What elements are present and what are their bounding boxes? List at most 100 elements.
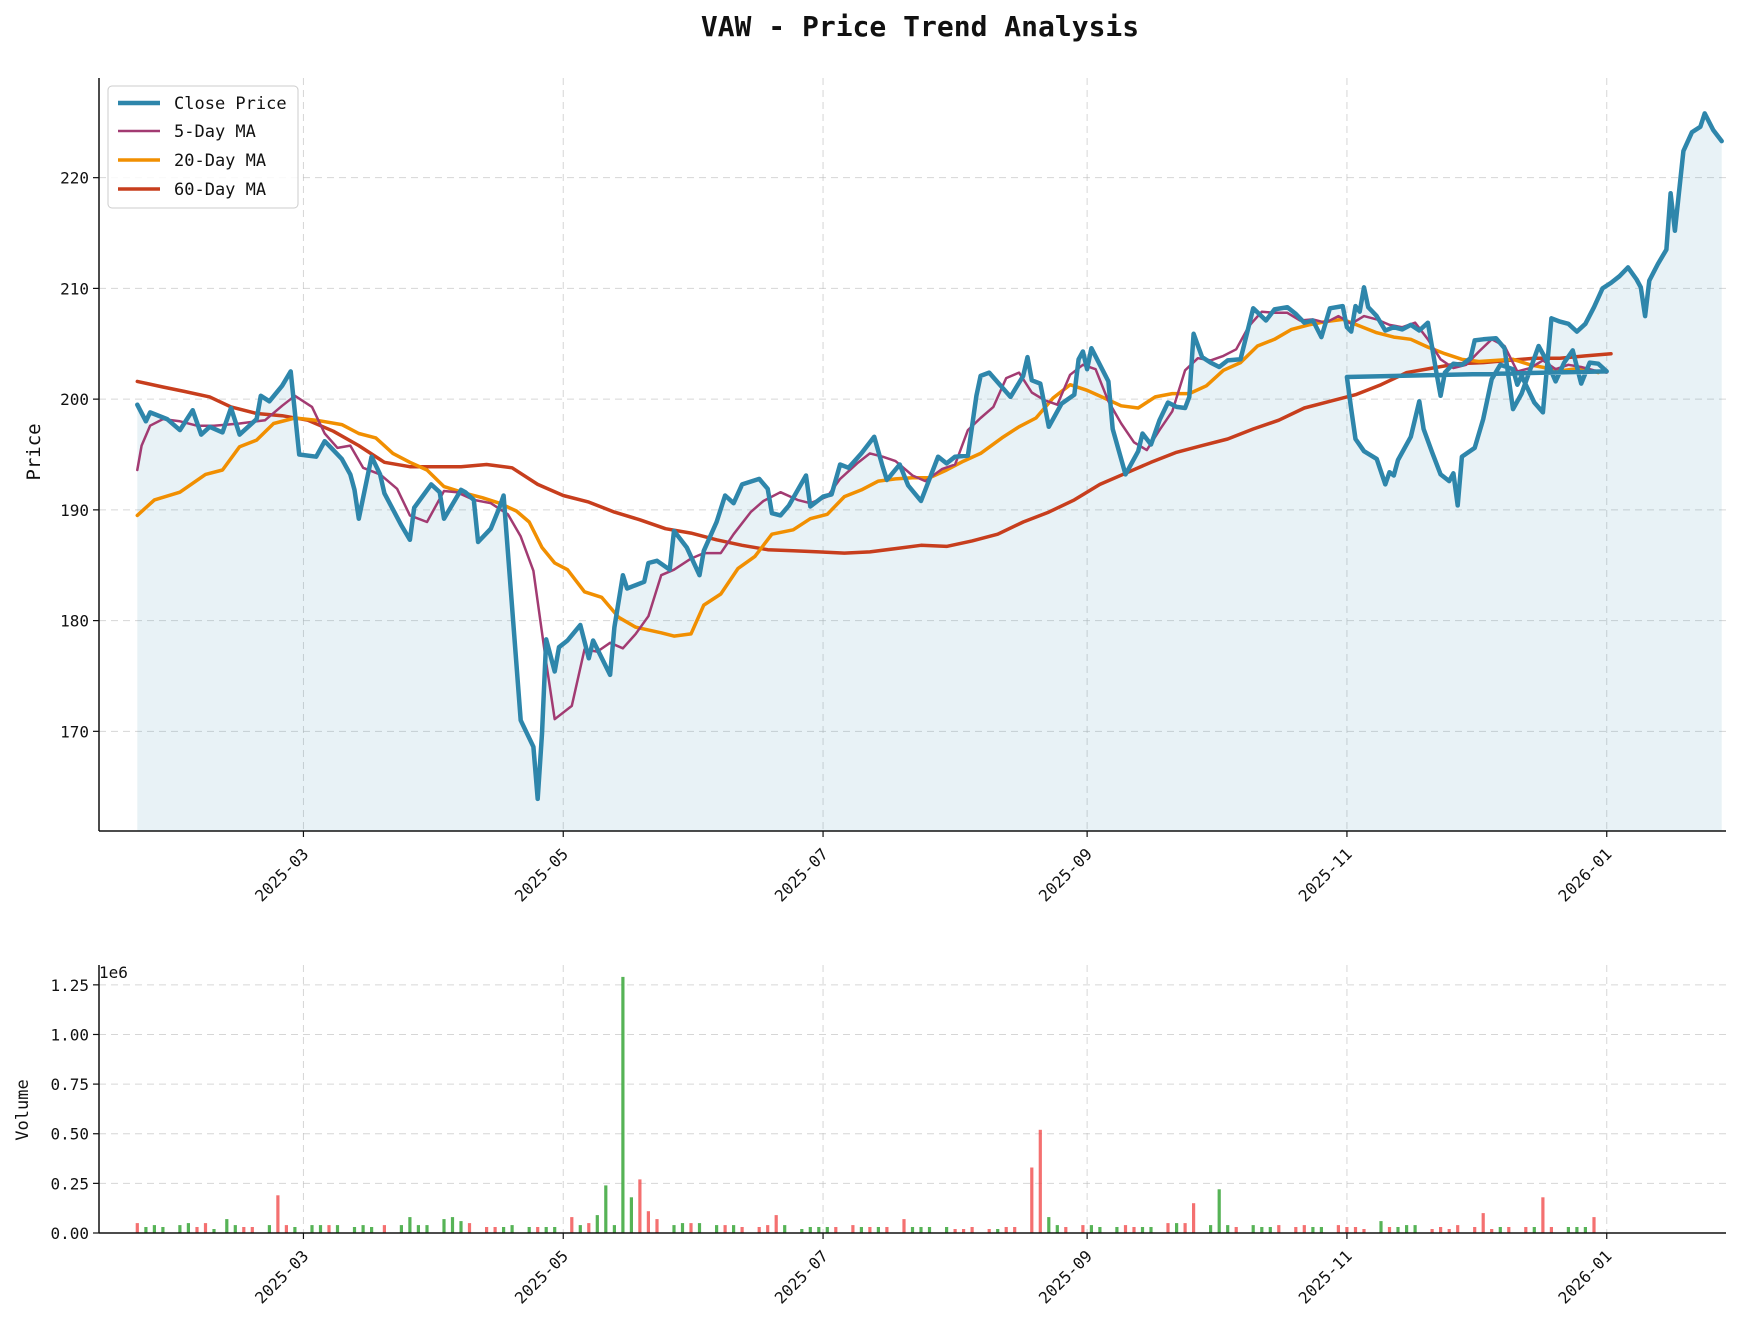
volume-bar [553, 1227, 557, 1233]
volume-y-tick-label: 0.00 [50, 1224, 89, 1243]
volume-bar [655, 1219, 659, 1233]
volume-bar [536, 1227, 540, 1233]
volume-bar [715, 1225, 719, 1233]
legend-label-close-price: Close Price [174, 94, 287, 114]
volume-bar [1405, 1225, 1409, 1233]
volume-bar [1413, 1225, 1417, 1233]
volume-bar [318, 1225, 323, 1233]
series-line-60-day-ma [135, 351, 1613, 555]
volume-bar [1192, 1203, 1196, 1233]
volume-bar [817, 1227, 821, 1233]
legend-box [107, 85, 299, 209]
volume-bar [361, 1225, 365, 1233]
volume-bar [604, 1185, 608, 1233]
volume-bar [1149, 1227, 1153, 1233]
volume-bar [284, 1225, 288, 1233]
volume-bar [680, 1223, 685, 1233]
volume-bar [1387, 1227, 1392, 1233]
volume-bar [203, 1223, 208, 1233]
price-x-tick-label: 2025-09 [1035, 844, 1096, 905]
volume-bar [910, 1227, 915, 1233]
volume-bar [859, 1227, 863, 1233]
volume-bar [927, 1227, 932, 1233]
volume-bar [1166, 1223, 1170, 1233]
legend-label-60-day-ma: 60-Day MA [174, 180, 266, 200]
volume-y-tick-label: 1.00 [50, 1025, 89, 1044]
volume-bar [1047, 1217, 1051, 1233]
volume-bar [740, 1227, 744, 1233]
volume-bar [1234, 1227, 1238, 1233]
volume-bar [902, 1219, 906, 1233]
volume-bar [382, 1225, 386, 1233]
volume-bar [876, 1227, 880, 1233]
volume-bar [225, 1219, 229, 1233]
volume-bar [178, 1225, 182, 1233]
volume-y-tick-label: 0.50 [50, 1125, 89, 1144]
volume-bar [1549, 1227, 1553, 1233]
volume-bar [416, 1225, 420, 1233]
volume-bar [186, 1223, 190, 1233]
volume-bar [1038, 1129, 1042, 1233]
price-x-tick-label: 2025-07 [771, 844, 832, 905]
close-price-fill [137, 113, 1722, 831]
volume-bar [1498, 1227, 1502, 1233]
volume-bar [825, 1227, 829, 1233]
volume-bar [161, 1227, 165, 1233]
volume-bar [1362, 1229, 1366, 1233]
legend-label-5-day-ma: 5-Day MA [174, 122, 256, 142]
volume-bar [527, 1227, 531, 1233]
volume-y-tick-label: 0.75 [50, 1075, 89, 1094]
volume-offset-label: 1e6 [99, 963, 128, 982]
volume-bar [1217, 1189, 1221, 1233]
volume-bar [1175, 1223, 1179, 1233]
volume-bar [310, 1225, 314, 1233]
volume-bar [1140, 1227, 1145, 1233]
volume-bar [919, 1227, 923, 1233]
volume-bar [868, 1227, 872, 1233]
volume-bar [467, 1223, 472, 1233]
volume-bar [1447, 1229, 1451, 1233]
volume-bar [1030, 1167, 1034, 1233]
series-line-close-price [135, 111, 1724, 802]
legend-label-20-day-ma: 20-Day MA [174, 151, 266, 171]
volume-grid [99, 965, 1726, 1234]
volume-bar [885, 1227, 889, 1233]
volume-bar [1396, 1227, 1400, 1233]
price-x-tick-label: 2026-01 [1554, 844, 1615, 905]
volume-bars [135, 976, 1596, 1233]
volume-bar [672, 1225, 676, 1233]
volume-bar [293, 1227, 297, 1233]
volume-bar [1490, 1229, 1494, 1233]
volume-bar [1319, 1227, 1323, 1233]
price-y-tick-label: 190 [60, 501, 89, 520]
volume-bar [1507, 1227, 1511, 1233]
volume-bar [646, 1211, 650, 1233]
volume-bar [697, 1223, 702, 1233]
volume-bar [851, 1225, 855, 1233]
volume-x-tick-label: 2025-11 [1295, 1246, 1356, 1307]
volume-bar [335, 1225, 340, 1233]
price-y-tick-label: 170 [60, 722, 89, 741]
volume-x-tick-label: 2025-03 [251, 1246, 312, 1307]
volume-bar [587, 1223, 591, 1233]
volume-panel: 0.00 0.25 0.50 0.75 1.00 1.25 2025-03 2025-05 20… [13, 963, 1726, 1308]
price-series-group [135, 111, 1724, 802]
volume-bar [987, 1229, 991, 1233]
volume-bar [1311, 1227, 1315, 1233]
price-grid [99, 78, 1726, 831]
volume-bar [493, 1227, 497, 1233]
volume-bar [808, 1227, 812, 1233]
volume-bar [689, 1223, 693, 1233]
volume-bar [800, 1229, 804, 1233]
volume-bar [450, 1217, 455, 1233]
volume-bar [970, 1227, 974, 1233]
price-x-tick-label: 2025-03 [251, 844, 312, 905]
volume-bar [135, 1223, 139, 1233]
volume-bar [962, 1229, 966, 1233]
volume-bar [766, 1225, 770, 1233]
volume-bar [408, 1217, 412, 1233]
volume-bar [1183, 1223, 1187, 1233]
price-x-tick-label: 2025-05 [511, 844, 572, 905]
volume-bar [502, 1227, 506, 1233]
volume-bar [1226, 1225, 1230, 1233]
